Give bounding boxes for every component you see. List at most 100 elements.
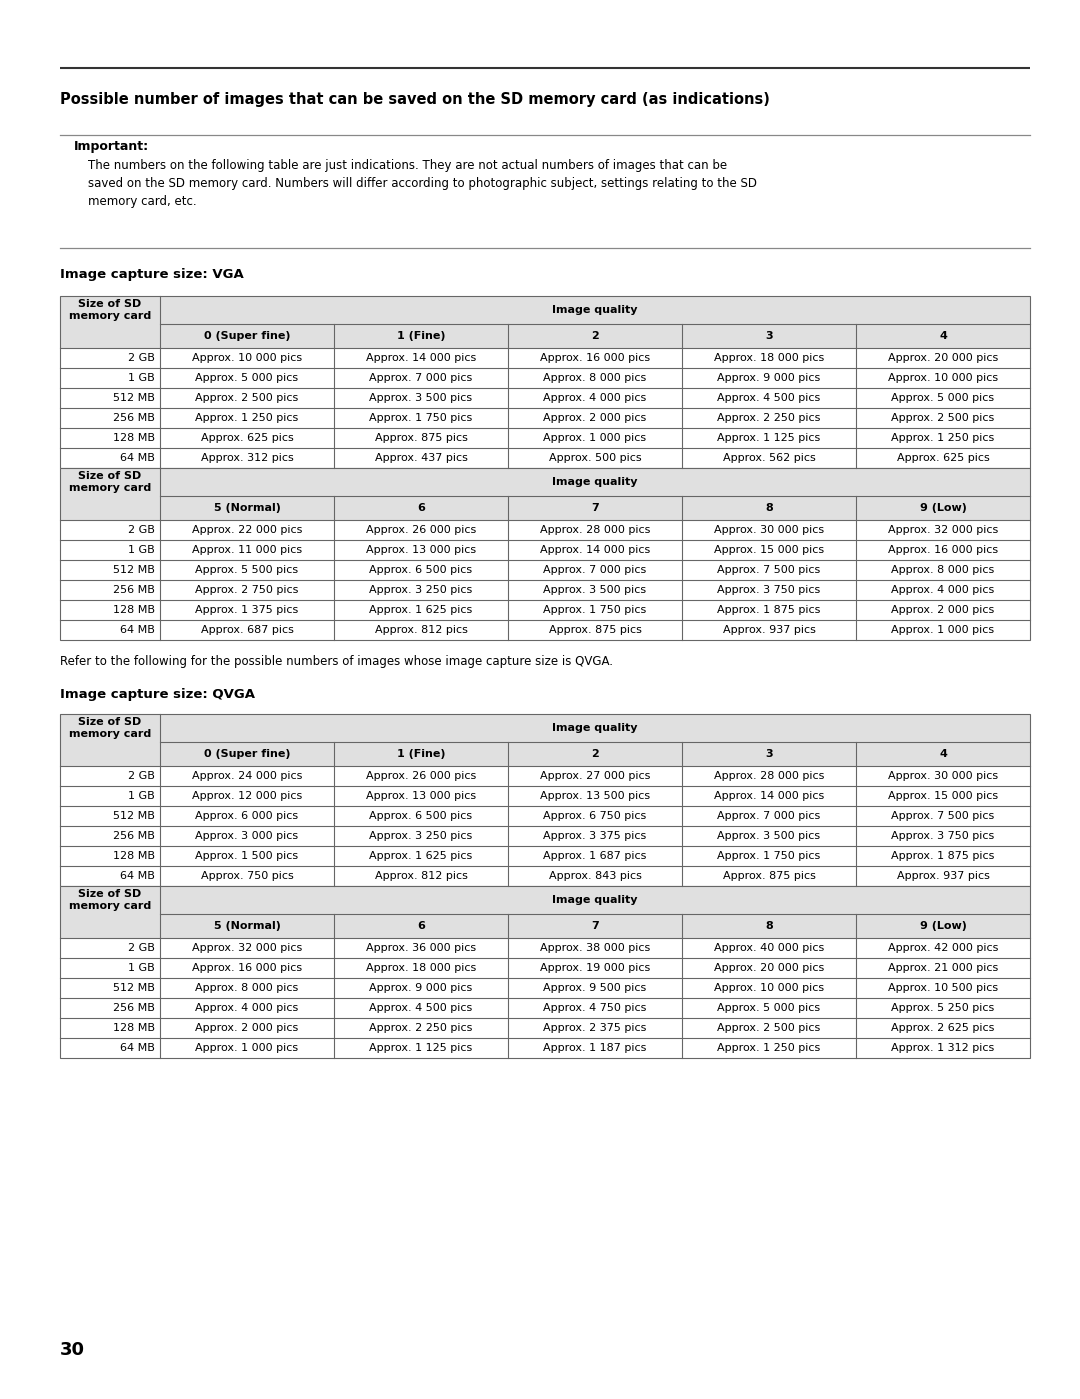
Text: Approx. 30 000 pics: Approx. 30 000 pics — [888, 771, 998, 781]
Text: Approx. 3 500 pics: Approx. 3 500 pics — [543, 585, 647, 595]
Text: Approx. 2 375 pics: Approx. 2 375 pics — [543, 1023, 647, 1032]
Text: Approx. 3 500 pics: Approx. 3 500 pics — [717, 831, 821, 841]
Text: Approx. 1 250 pics: Approx. 1 250 pics — [891, 434, 995, 443]
Text: Approx. 10 000 pics: Approx. 10 000 pics — [714, 983, 824, 993]
Text: Image quality: Image quality — [552, 305, 638, 315]
Text: Approx. 4 500 pics: Approx. 4 500 pics — [369, 1003, 473, 1013]
Text: Approx. 3 000 pics: Approx. 3 000 pics — [195, 831, 298, 841]
Text: The numbers on the following table are just indications. They are not actual num: The numbers on the following table are j… — [87, 159, 727, 172]
Text: Approx. 14 000 pics: Approx. 14 000 pics — [714, 790, 824, 802]
Bar — [60, 741, 1030, 767]
Text: Approx. 40 000 pics: Approx. 40 000 pics — [714, 943, 824, 953]
Text: Approx. 312 pics: Approx. 312 pics — [201, 453, 294, 463]
Bar — [60, 297, 1030, 325]
Text: 64 MB: 64 MB — [120, 625, 156, 635]
Text: 2 GB: 2 GB — [129, 525, 156, 534]
Text: Approx. 2 500 pics: Approx. 2 500 pics — [717, 1023, 821, 1032]
Text: Approx. 21 000 pics: Approx. 21 000 pics — [888, 963, 998, 972]
Text: Approx. 2 000 pics: Approx. 2 000 pics — [543, 413, 647, 422]
Text: 4: 4 — [940, 748, 947, 760]
Text: Approx. 562 pics: Approx. 562 pics — [723, 453, 815, 463]
Text: 512 MB: 512 MB — [113, 393, 156, 403]
Text: Approx. 5 000 pics: Approx. 5 000 pics — [195, 374, 298, 383]
Text: Approx. 5 250 pics: Approx. 5 250 pics — [891, 1003, 995, 1013]
Text: Approx. 15 000 pics: Approx. 15 000 pics — [714, 546, 824, 555]
Text: Approx. 4 000 pics: Approx. 4 000 pics — [543, 393, 647, 403]
Text: Approx. 16 000 pics: Approx. 16 000 pics — [888, 546, 998, 555]
Text: Approx. 1 312 pics: Approx. 1 312 pics — [891, 1044, 995, 1053]
Text: 7: 7 — [591, 921, 599, 930]
Text: Approx. 1 875 pics: Approx. 1 875 pics — [891, 851, 995, 860]
Text: Approx. 4 500 pics: Approx. 4 500 pics — [717, 393, 821, 403]
Text: Approx. 1 687 pics: Approx. 1 687 pics — [543, 851, 647, 860]
Text: Important:: Important: — [75, 140, 149, 152]
Text: 1 GB: 1 GB — [129, 546, 156, 555]
Text: Approx. 8 000 pics: Approx. 8 000 pics — [891, 565, 995, 575]
Text: Approx. 875 pics: Approx. 875 pics — [375, 434, 468, 443]
Bar — [60, 297, 1030, 469]
Text: Approx. 15 000 pics: Approx. 15 000 pics — [888, 790, 998, 802]
Text: Approx. 500 pics: Approx. 500 pics — [549, 453, 642, 463]
Text: Approx. 1 125 pics: Approx. 1 125 pics — [717, 434, 821, 443]
Text: Approx. 5 000 pics: Approx. 5 000 pics — [717, 1003, 821, 1013]
Text: 64 MB: 64 MB — [120, 453, 156, 463]
Text: 128 MB: 128 MB — [113, 851, 156, 860]
Text: Approx. 27 000 pics: Approx. 27 000 pics — [540, 771, 650, 781]
Text: 512 MB: 512 MB — [113, 565, 156, 575]
Text: Approx. 1 625 pics: Approx. 1 625 pics — [369, 604, 473, 616]
Bar — [60, 886, 1030, 1058]
Text: Image quality: Image quality — [552, 895, 638, 905]
Bar — [60, 469, 1030, 639]
Text: Image capture size: QVGA: Image capture size: QVGA — [60, 688, 255, 701]
Text: Approx. 36 000 pics: Approx. 36 000 pics — [366, 943, 476, 953]
Text: Approx. 1 250 pics: Approx. 1 250 pics — [195, 413, 299, 422]
Text: Image capture size: VGA: Image capture size: VGA — [60, 269, 244, 281]
Text: Approx. 32 000 pics: Approx. 32 000 pics — [888, 525, 998, 534]
Bar — [60, 713, 1030, 886]
Bar — [60, 713, 1030, 741]
Text: Approx. 13 000 pics: Approx. 13 000 pics — [366, 790, 476, 802]
Text: Approx. 875 pics: Approx. 875 pics — [723, 872, 815, 881]
Text: Approx. 6 000 pics: Approx. 6 000 pics — [195, 811, 298, 821]
Text: Approx. 20 000 pics: Approx. 20 000 pics — [714, 963, 824, 972]
Text: 8: 8 — [765, 504, 773, 513]
Text: Approx. 18 000 pics: Approx. 18 000 pics — [366, 963, 476, 972]
Text: saved on the SD memory card. Numbers will differ according to photographic subje: saved on the SD memory card. Numbers wil… — [87, 178, 757, 190]
Text: Approx. 2 500 pics: Approx. 2 500 pics — [891, 413, 995, 422]
Text: Approx. 937 pics: Approx. 937 pics — [723, 625, 815, 635]
Text: 2 GB: 2 GB — [129, 353, 156, 362]
Text: Approx. 3 250 pics: Approx. 3 250 pics — [369, 585, 473, 595]
Text: Approx. 2 625 pics: Approx. 2 625 pics — [891, 1023, 995, 1032]
Text: Approx. 1 000 pics: Approx. 1 000 pics — [543, 434, 647, 443]
Bar — [60, 325, 1030, 348]
Text: 3: 3 — [766, 332, 773, 341]
Text: 2: 2 — [591, 332, 599, 341]
Text: Approx. 1 187 pics: Approx. 1 187 pics — [543, 1044, 647, 1053]
Text: Approx. 2 750 pics: Approx. 2 750 pics — [195, 585, 299, 595]
Text: 1 GB: 1 GB — [129, 374, 156, 383]
Text: 1 GB: 1 GB — [129, 963, 156, 972]
Bar — [60, 914, 1030, 937]
Text: 2 GB: 2 GB — [129, 943, 156, 953]
Text: Approx. 12 000 pics: Approx. 12 000 pics — [192, 790, 302, 802]
Text: Approx. 875 pics: Approx. 875 pics — [549, 625, 642, 635]
Text: Image quality: Image quality — [552, 477, 638, 487]
Text: Approx. 9 500 pics: Approx. 9 500 pics — [543, 983, 647, 993]
Text: Size of SD
memory card: Size of SD memory card — [69, 716, 151, 739]
Text: Approx. 7 000 pics: Approx. 7 000 pics — [369, 374, 473, 383]
Text: 6: 6 — [417, 921, 424, 930]
Text: Approx. 1 750 pics: Approx. 1 750 pics — [543, 604, 647, 616]
Text: Approx. 4 000 pics: Approx. 4 000 pics — [195, 1003, 299, 1013]
Text: Approx. 24 000 pics: Approx. 24 000 pics — [192, 771, 302, 781]
Text: Approx. 812 pics: Approx. 812 pics — [375, 872, 468, 881]
Text: Approx. 5 500 pics: Approx. 5 500 pics — [195, 565, 298, 575]
Text: Approx. 437 pics: Approx. 437 pics — [375, 453, 468, 463]
Text: Approx. 42 000 pics: Approx. 42 000 pics — [888, 943, 998, 953]
Text: Approx. 7 000 pics: Approx. 7 000 pics — [717, 811, 821, 821]
Text: Approx. 18 000 pics: Approx. 18 000 pics — [714, 353, 824, 362]
Text: Approx. 3 500 pics: Approx. 3 500 pics — [369, 393, 473, 403]
Text: Approx. 14 000 pics: Approx. 14 000 pics — [540, 546, 650, 555]
Text: Approx. 3 375 pics: Approx. 3 375 pics — [543, 831, 647, 841]
Text: Approx. 3 250 pics: Approx. 3 250 pics — [369, 831, 473, 841]
Text: Approx. 8 000 pics: Approx. 8 000 pics — [543, 374, 647, 383]
